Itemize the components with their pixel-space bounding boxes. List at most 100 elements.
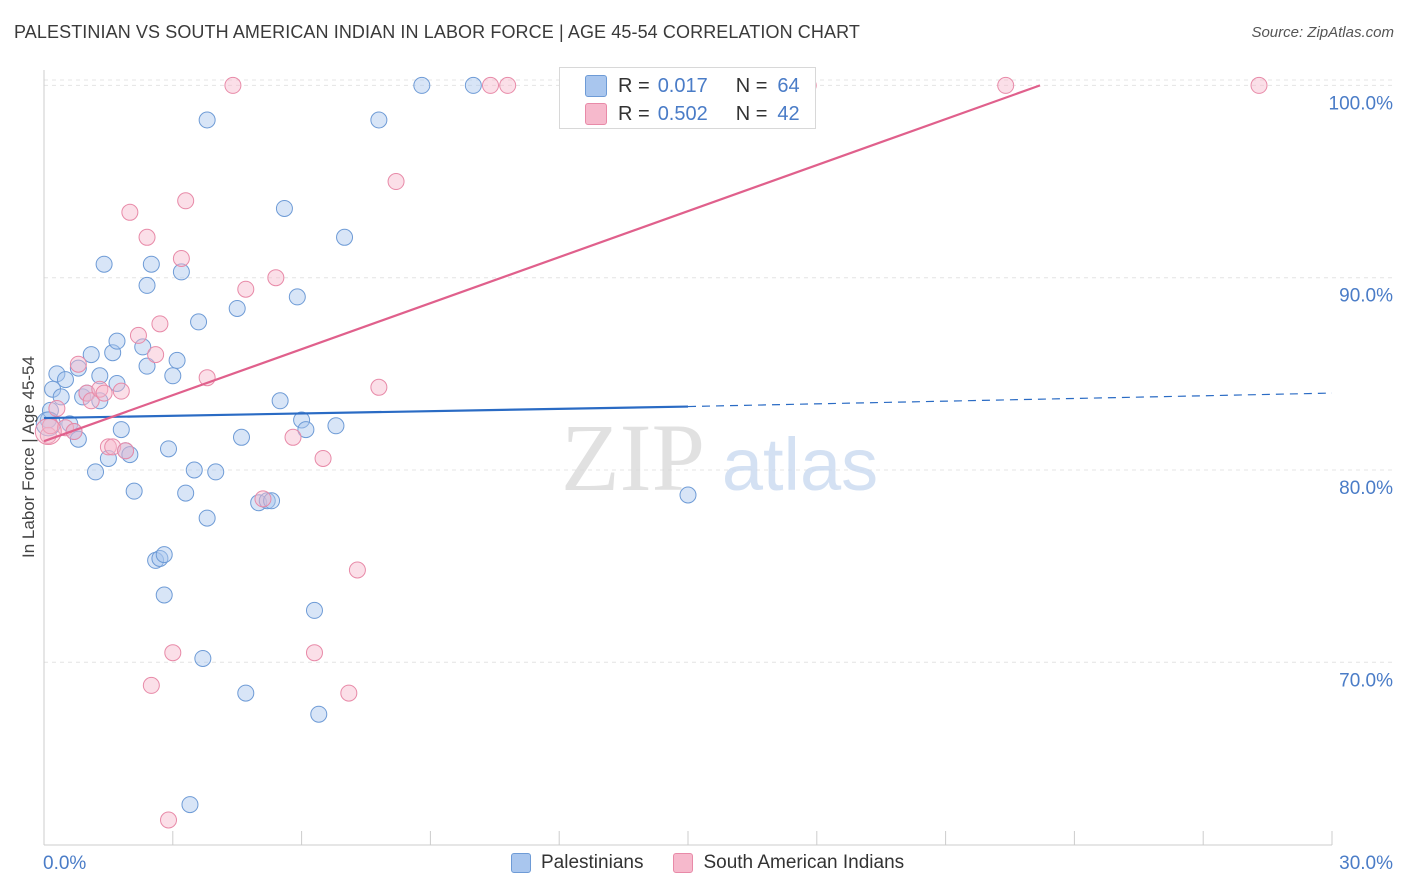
point-south-american-indians bbox=[117, 442, 135, 460]
point-palestinians bbox=[185, 461, 203, 479]
point-palestinians bbox=[155, 546, 173, 564]
point-south-american-indians bbox=[177, 192, 195, 210]
point-south-american-indians bbox=[151, 315, 169, 333]
point-palestinians bbox=[138, 357, 156, 375]
point-palestinians bbox=[413, 76, 431, 94]
point-south-american-indians bbox=[172, 249, 190, 267]
point-palestinians bbox=[327, 417, 345, 435]
point-south-american-indians bbox=[340, 684, 358, 702]
legend-n-label: N = bbox=[735, 102, 768, 125]
point-south-american-indians bbox=[95, 384, 113, 402]
point-palestinians bbox=[310, 705, 328, 723]
point-south-american-indians bbox=[348, 561, 366, 579]
point-south-american-indians bbox=[387, 173, 405, 191]
legend-swatch-blue bbox=[585, 75, 607, 97]
legend-item-south-american-indians: South American Indians bbox=[673, 852, 904, 874]
trend-line-palestinians bbox=[43, 405, 689, 420]
y-tick-label: 70.0% bbox=[1339, 670, 1393, 691]
point-south-american-indians bbox=[112, 382, 130, 400]
point-palestinians bbox=[228, 299, 246, 317]
point-south-american-indians bbox=[164, 644, 182, 662]
point-palestinians bbox=[336, 228, 354, 246]
point-palestinians bbox=[160, 440, 178, 458]
legend-row-palestinians: R = 0.017 N = 64 bbox=[585, 74, 800, 98]
point-palestinians bbox=[138, 276, 156, 294]
legend-n-value: 64 bbox=[777, 74, 800, 97]
point-palestinians bbox=[198, 111, 216, 129]
point-palestinians bbox=[237, 684, 255, 702]
point-palestinians bbox=[108, 374, 126, 392]
correlation-legend: R = 0.017 N = 64 R = 0.502 N = 42 bbox=[559, 67, 816, 129]
y-axis-label: In Labor Force | Age 45-54 bbox=[19, 356, 38, 558]
legend-row-south-american-indians: R = 0.502 N = 42 bbox=[585, 102, 800, 126]
point-south-american-indians bbox=[160, 811, 178, 829]
point-palestinians bbox=[293, 411, 311, 429]
legend-r-label: R = bbox=[618, 102, 650, 125]
axes bbox=[43, 70, 1333, 846]
legend-n-value: 42 bbox=[777, 102, 800, 125]
legend-swatch-blue bbox=[511, 853, 531, 873]
point-south-american-indians bbox=[1250, 76, 1268, 94]
point-south-american-indians bbox=[305, 644, 323, 662]
point-palestinians bbox=[198, 509, 216, 527]
point-palestinians bbox=[172, 263, 190, 281]
point-palestinians bbox=[207, 463, 225, 481]
point-palestinians bbox=[69, 359, 87, 377]
y-tick-labels: 70.0% 80.0% 90.0% 100.0% bbox=[1329, 93, 1394, 691]
point-palestinians bbox=[108, 332, 126, 350]
point-south-american-indians bbox=[370, 378, 388, 396]
point-palestinians bbox=[177, 484, 195, 502]
series-legend: Palestinians South American Indians bbox=[511, 852, 934, 874]
point-south-american-indians bbox=[997, 76, 1015, 94]
source-label: Source: ZipAtlas.com bbox=[1251, 24, 1394, 41]
watermark-atlas: atlas bbox=[722, 423, 878, 506]
legend-swatch-pink bbox=[673, 853, 694, 873]
legend-swatch-pink bbox=[585, 103, 607, 125]
point-palestinians bbox=[112, 421, 130, 439]
point-palestinians bbox=[194, 649, 212, 667]
point-south-american-indians bbox=[99, 438, 117, 456]
legend-r-label: R = bbox=[618, 74, 650, 97]
y-tick-label: 80.0% bbox=[1339, 478, 1393, 499]
gridlines bbox=[44, 79, 1395, 663]
point-south-american-indians bbox=[142, 676, 160, 694]
point-palestinians bbox=[95, 255, 113, 273]
point-palestinians bbox=[155, 586, 173, 604]
point-palestinians bbox=[181, 796, 199, 814]
point-palestinians bbox=[125, 482, 143, 500]
watermark: ZIP atlas bbox=[561, 404, 878, 511]
point-palestinians bbox=[464, 76, 482, 94]
point-palestinians bbox=[164, 367, 182, 385]
point-palestinians bbox=[258, 492, 276, 510]
legend-label-palestinians: Palestinians bbox=[541, 852, 644, 873]
point-south-american-indians bbox=[104, 438, 122, 456]
point-south-american-indians bbox=[138, 228, 156, 246]
point-palestinians bbox=[147, 551, 165, 569]
point-south-american-indians bbox=[121, 203, 139, 221]
x-tick-label: 30.0% bbox=[1339, 853, 1393, 874]
point-palestinians bbox=[297, 421, 315, 439]
point-south-american-indians bbox=[267, 269, 285, 287]
point-south-american-indians bbox=[147, 346, 165, 364]
point-palestinians bbox=[56, 371, 74, 389]
y-tick-label: 100.0% bbox=[1329, 93, 1394, 114]
point-south-american-indians bbox=[78, 384, 96, 402]
point-palestinians bbox=[168, 351, 186, 369]
point-palestinians bbox=[142, 255, 160, 273]
point-palestinians bbox=[91, 392, 109, 410]
point-south-american-indians bbox=[82, 392, 100, 410]
point-palestinians bbox=[679, 486, 697, 504]
point-palestinians bbox=[48, 365, 66, 383]
point-palestinians bbox=[69, 430, 87, 448]
point-south-american-indians bbox=[48, 399, 66, 417]
watermark-zip: ZIP bbox=[561, 404, 705, 511]
x-tick-label: 0.0% bbox=[43, 853, 86, 874]
point-palestinians bbox=[87, 463, 105, 481]
legend-r-value: 0.502 bbox=[657, 102, 708, 125]
point-palestinians bbox=[305, 601, 323, 619]
point-south-american-indians bbox=[237, 280, 255, 298]
point-palestinians bbox=[271, 392, 289, 410]
point-palestinians bbox=[288, 288, 306, 306]
legend-item-palestinians: Palestinians bbox=[511, 852, 643, 874]
point-south-american-indians bbox=[482, 76, 500, 94]
